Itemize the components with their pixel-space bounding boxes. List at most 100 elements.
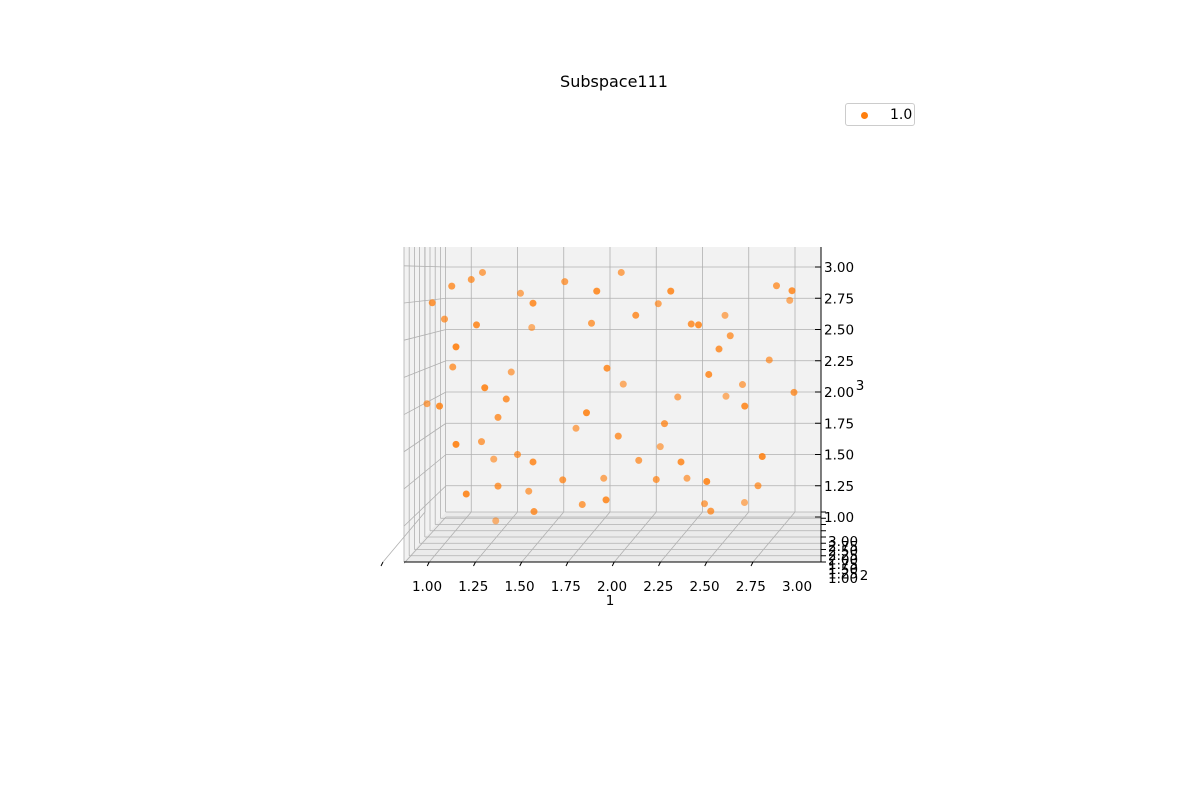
- data-point[interactable]: [602, 496, 610, 504]
- data-point[interactable]: [721, 311, 729, 319]
- data-point[interactable]: [583, 409, 590, 417]
- data-point[interactable]: [667, 287, 675, 295]
- x-tick-label: 1.50: [504, 579, 534, 595]
- data-point[interactable]: [479, 268, 486, 276]
- data-point[interactable]: [593, 287, 601, 295]
- data-point[interactable]: [494, 482, 502, 490]
- data-point[interactable]: [754, 482, 762, 490]
- data-point[interactable]: [492, 517, 500, 525]
- x-tick-label: 1.75: [551, 579, 581, 595]
- x-tick-label: 3.00: [782, 579, 812, 595]
- data-point[interactable]: [635, 456, 643, 464]
- data-point[interactable]: [661, 420, 668, 428]
- data-point[interactable]: [473, 321, 480, 329]
- data-point[interactable]: [617, 268, 625, 276]
- data-point[interactable]: [603, 364, 611, 372]
- data-point[interactable]: [494, 413, 502, 421]
- x-tick-label: 2.75: [736, 579, 766, 595]
- data-point[interactable]: [703, 478, 711, 485]
- data-point[interactable]: [677, 458, 685, 466]
- data-point[interactable]: [490, 455, 498, 463]
- data-point[interactable]: [572, 424, 580, 432]
- data-point[interactable]: [478, 438, 485, 446]
- data-point[interactable]: [741, 402, 749, 410]
- data-point[interactable]: [619, 380, 627, 388]
- grid-lines: [382, 247, 821, 564]
- data-point[interactable]: [600, 474, 608, 482]
- data-points[interactable]: [423, 268, 798, 525]
- data-point[interactable]: [436, 402, 443, 410]
- data-point[interactable]: [561, 278, 569, 286]
- data-point[interactable]: [467, 276, 475, 283]
- data-point[interactable]: [614, 432, 622, 440]
- data-point[interactable]: [707, 507, 715, 515]
- data-point[interactable]: [739, 381, 746, 389]
- x-tick-label: 1.00: [412, 579, 442, 595]
- tick-labels: 1.00 1.25 1.50 1.75 2.00 2.25 2.50 2.75 3.00 1.00…: [380, 260, 858, 595]
- z-tick-label: 3.00: [824, 260, 854, 276]
- data-point[interactable]: [452, 343, 460, 351]
- x-tick-mark: [565, 561, 569, 567]
- data-point[interactable]: [462, 490, 470, 498]
- data-point[interactable]: [529, 299, 537, 307]
- data-point[interactable]: [758, 453, 766, 460]
- data-point[interactable]: [588, 319, 595, 327]
- data-point[interactable]: [652, 476, 660, 483]
- data-point[interactable]: [441, 315, 448, 323]
- data-point[interactable]: [530, 508, 538, 516]
- data-point[interactable]: [632, 311, 640, 319]
- z-tick-label: 1.75: [824, 416, 854, 432]
- data-point[interactable]: [674, 393, 682, 401]
- data-point[interactable]: [722, 392, 730, 400]
- data-point[interactable]: [773, 282, 780, 290]
- data-point[interactable]: [559, 476, 567, 484]
- y-tick-label: 3.00: [828, 534, 858, 550]
- data-point[interactable]: [701, 500, 708, 508]
- y-tick-label: 2.50: [828, 543, 858, 559]
- data-point[interactable]: [786, 296, 794, 304]
- data-point[interactable]: [517, 289, 524, 297]
- data-point[interactable]: [448, 282, 456, 290]
- legend[interactable]: 1.0: [845, 103, 915, 126]
- back-pane: [446, 247, 821, 512]
- data-point[interactable]: [765, 356, 773, 364]
- z-tick-label: 2.75: [824, 291, 854, 307]
- data-point[interactable]: [507, 368, 515, 376]
- y-tick-label: 1.00: [828, 571, 858, 587]
- z-tick-label: 2.25: [824, 354, 854, 370]
- legend-label: 1.0: [890, 107, 913, 123]
- chart-title: Subspace111: [560, 72, 668, 91]
- data-point[interactable]: [529, 458, 537, 466]
- x-tick-label: 2.50: [689, 579, 719, 595]
- data-point[interactable]: [715, 345, 723, 353]
- data-point[interactable]: [423, 400, 431, 408]
- data-point[interactable]: [790, 388, 798, 396]
- y-tick-label: 1.75: [828, 557, 858, 573]
- data-point[interactable]: [514, 451, 521, 458]
- x-tick-label: 1.25: [458, 579, 488, 595]
- data-point[interactable]: [525, 487, 533, 495]
- data-point[interactable]: [726, 332, 734, 340]
- data-point[interactable]: [528, 324, 536, 331]
- x-tick-label: 2.25: [643, 579, 673, 595]
- data-point[interactable]: [452, 440, 460, 448]
- data-point[interactable]: [449, 363, 457, 371]
- data-point[interactable]: [578, 501, 586, 508]
- data-point[interactable]: [788, 287, 796, 295]
- data-point[interactable]: [683, 474, 691, 482]
- x-axis-label: 1: [606, 593, 615, 609]
- data-point[interactable]: [502, 395, 510, 403]
- data-point[interactable]: [656, 443, 664, 451]
- data-point[interactable]: [705, 370, 713, 378]
- data-point[interactable]: [741, 499, 748, 506]
- data-point[interactable]: [481, 384, 489, 392]
- x-tick-mark: [426, 561, 430, 567]
- data-point[interactable]: [428, 299, 436, 307]
- data-point[interactable]: [654, 300, 662, 308]
- legend-marker: [861, 112, 868, 119]
- z-tick-label: 2.00: [824, 385, 854, 401]
- data-point[interactable]: [695, 321, 702, 329]
- data-point[interactable]: [687, 320, 695, 328]
